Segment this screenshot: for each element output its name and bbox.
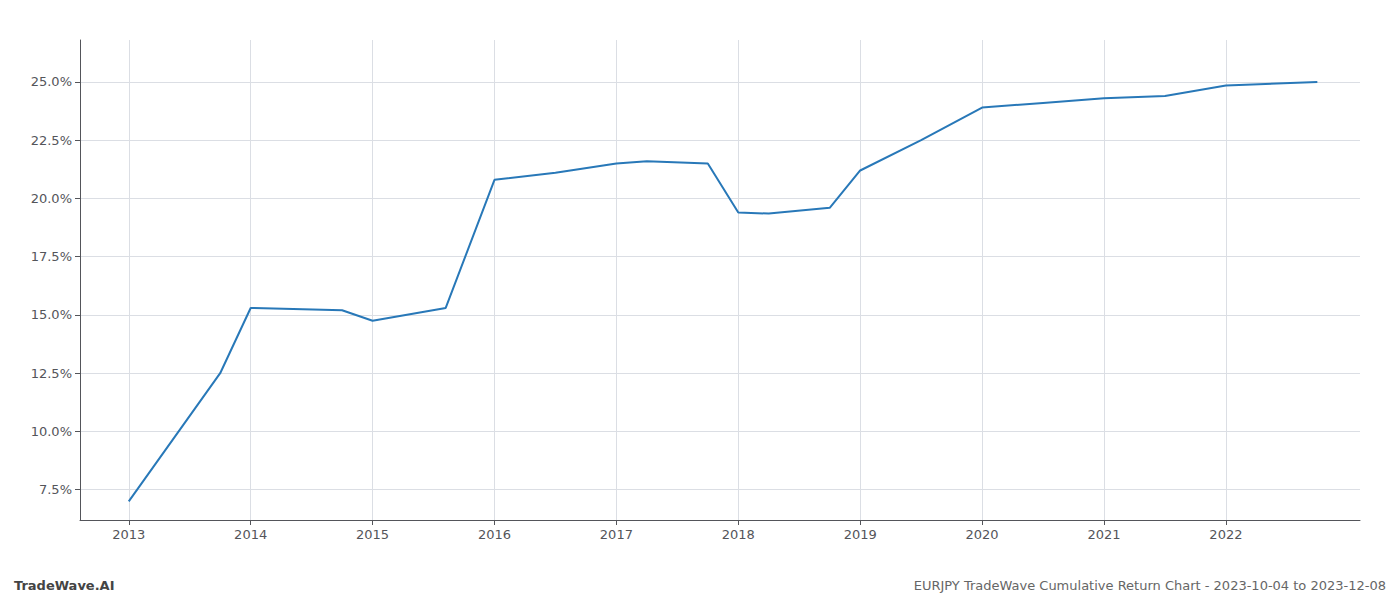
svg-text:2016: 2016: [478, 527, 511, 542]
svg-text:2013: 2013: [112, 527, 145, 542]
svg-text:2018: 2018: [722, 527, 755, 542]
svg-text:25.0%: 25.0%: [31, 74, 72, 89]
svg-text:TradeWave.AI: TradeWave.AI: [14, 578, 115, 593]
svg-text:2022: 2022: [1209, 527, 1242, 542]
svg-text:2020: 2020: [966, 527, 999, 542]
svg-text:17.5%: 17.5%: [31, 249, 72, 264]
svg-text:10.0%: 10.0%: [31, 424, 72, 439]
svg-text:2021: 2021: [1087, 527, 1120, 542]
svg-text:2014: 2014: [234, 527, 267, 542]
svg-text:7.5%: 7.5%: [39, 482, 72, 497]
svg-text:2019: 2019: [844, 527, 877, 542]
svg-text:12.5%: 12.5%: [31, 366, 72, 381]
svg-text:EURJPY TradeWave Cumulative Re: EURJPY TradeWave Cumulative Return Chart…: [914, 578, 1386, 593]
svg-text:20.0%: 20.0%: [31, 191, 72, 206]
svg-text:22.5%: 22.5%: [31, 133, 72, 148]
svg-text:2017: 2017: [600, 527, 633, 542]
svg-text:15.0%: 15.0%: [31, 307, 72, 322]
svg-text:2015: 2015: [356, 527, 389, 542]
